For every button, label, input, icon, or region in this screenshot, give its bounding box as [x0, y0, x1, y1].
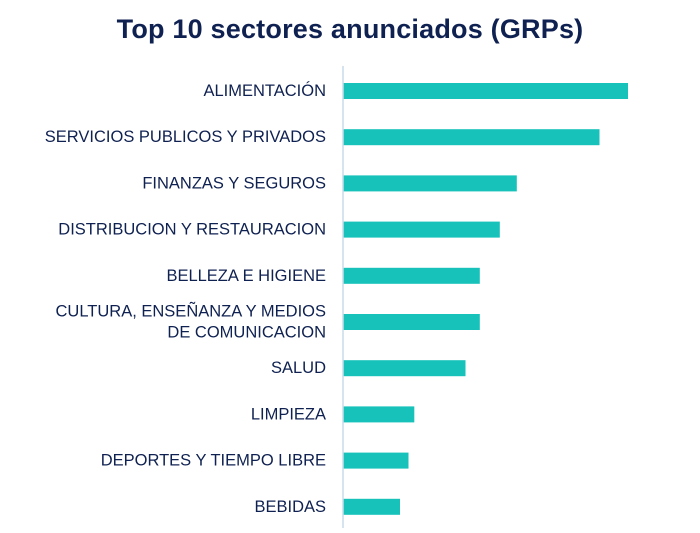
category-label-10: BEBIDAS	[254, 498, 326, 516]
bar-1	[343, 83, 628, 99]
bar-6	[343, 314, 480, 330]
category-label-9: DEPORTES Y TIEMPO LIBRE	[101, 452, 326, 470]
category-label-1: ALIMENTACIÓN	[203, 81, 326, 100]
category-label-line: CULTURA, ENSEÑANZA Y MEDIOS	[56, 301, 326, 321]
category-label-2: SERVICIOS PUBLICOS Y PRIVADOS	[45, 128, 326, 146]
category-label-8: LIMPIEZA	[251, 405, 326, 423]
category-label-line: SALUD	[271, 359, 326, 377]
category-label-line: FINANZAS Y SEGUROS	[142, 174, 326, 192]
category-label-line: DISTRIBUCION Y RESTAURACION	[58, 221, 326, 239]
category-label-line: DEPORTES Y TIEMPO LIBRE	[101, 452, 326, 470]
category-label-line: DE COMUNICACION	[167, 324, 326, 342]
category-label-line: BEBIDAS	[254, 498, 326, 516]
category-label-5: BELLEZA E HIGIENE	[166, 267, 326, 285]
category-label-line: LIMPIEZA	[251, 405, 326, 423]
bar-5	[343, 267, 480, 284]
category-label-7: SALUD	[271, 359, 326, 377]
category-label-4: DISTRIBUCION Y RESTAURACION	[58, 221, 326, 239]
bar-7	[343, 360, 466, 377]
category-label-6: CULTURA, ENSEÑANZA Y MEDIOS DE COMUNICACI…	[56, 301, 326, 342]
chart-title: Top 10 sectores anunciados (GRPs)	[116, 14, 584, 44]
bar-9	[343, 452, 409, 469]
bar-4	[343, 221, 500, 238]
bar-8	[343, 406, 415, 423]
category-label-line: ALIMENTACIÓN	[203, 81, 326, 100]
category-label-line: SERVICIOS PUBLICOS Y PRIVADOS	[45, 128, 326, 146]
category-label-line: BELLEZA E HIGIENE	[166, 267, 326, 285]
bar-10	[343, 498, 400, 515]
category-label-3: FINANZAS Y SEGUROS	[142, 174, 326, 192]
bar-2	[343, 129, 600, 146]
bar-3	[343, 175, 517, 192]
